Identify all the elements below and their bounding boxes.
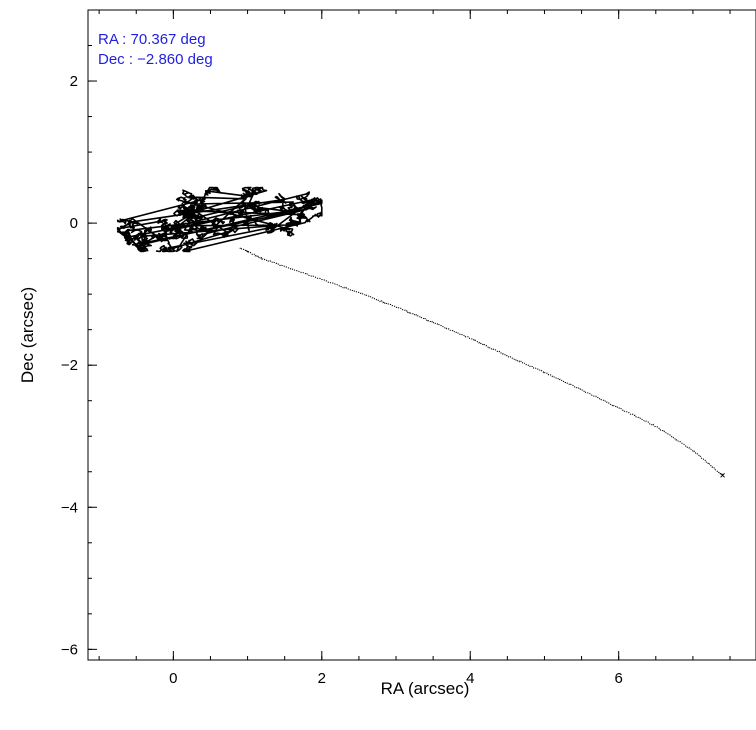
x-tick-label: 0 xyxy=(169,670,177,687)
y-tick-label: −2 xyxy=(61,357,78,374)
annotation-ra: RA : 70.367 deg xyxy=(98,31,206,48)
y-axis-title: Dec (arcsec) xyxy=(18,287,37,383)
plot-frame xyxy=(87,9,756,661)
y-tick-label: 2 xyxy=(70,73,78,90)
x-tick-label: 6 xyxy=(615,670,623,687)
trajectory-group xyxy=(116,186,725,478)
annotation-dec: Dec : −2.860 deg xyxy=(98,51,213,68)
x-axis-title: RA (arcsec) xyxy=(381,679,470,698)
y-tick-label: −6 xyxy=(61,641,78,658)
trajectory-end-marker xyxy=(720,472,725,478)
x-tick-label: 2 xyxy=(318,670,326,687)
jitter-cluster-path xyxy=(116,186,323,253)
y-tick-labels: 2 0 −2 −4 −6 xyxy=(61,73,78,658)
y-tick-label: 0 xyxy=(70,215,78,232)
drift-trail xyxy=(239,247,724,476)
y-tick-label: −4 xyxy=(61,499,78,516)
x-tick-label: 4 xyxy=(466,670,474,687)
axis-ticks xyxy=(88,9,731,660)
x-tick-labels: 0 2 4 6 xyxy=(169,670,623,687)
